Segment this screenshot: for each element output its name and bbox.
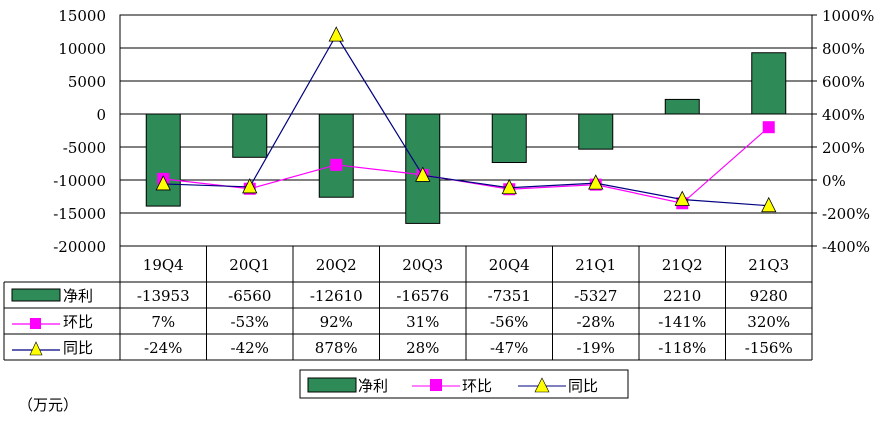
left-tick-label: 5000 [68, 73, 106, 91]
category-label: 21Q3 [748, 256, 789, 274]
bar-21Q3 [751, 52, 787, 115]
marker-环比 [330, 158, 343, 171]
row-label: 净利 [63, 287, 93, 305]
bar-21Q2 [664, 98, 700, 115]
bar-20Q2 [318, 113, 354, 198]
legend-key [307, 377, 357, 393]
data-label: -47% [490, 339, 528, 357]
right-tick-label: -400% [822, 238, 870, 256]
marker-环比 [762, 121, 775, 134]
marker-同比 [155, 175, 171, 191]
data-label: -24% [144, 339, 182, 357]
line-同比 [163, 33, 769, 207]
data-label: -141% [658, 313, 706, 331]
row-label: 环比 [63, 313, 93, 331]
right-tick-label: 200% [822, 139, 865, 157]
category-label: 19Q4 [143, 256, 184, 274]
legend-marker [430, 379, 442, 391]
left-tick-label: -20000 [53, 238, 106, 256]
bar-19Q4 [145, 113, 181, 207]
bar-20Q4 [491, 113, 527, 164]
data-label: -156% [745, 339, 793, 357]
left-tick-label: -5000 [63, 139, 106, 157]
right-tick-label: 0% [822, 172, 846, 190]
right-tick-label: -200% [822, 205, 870, 223]
data-label: 92% [320, 313, 353, 331]
data-label: 9280 [750, 287, 788, 305]
legend-marker [534, 377, 550, 393]
right-tick-label: 1000% [822, 7, 874, 25]
left-tick-label: 15000 [58, 7, 106, 25]
data-label: -42% [231, 339, 269, 357]
right-tick-label: 600% [822, 73, 865, 91]
left-tick-label: 10000 [58, 40, 106, 58]
bar-20Q1 [232, 113, 268, 158]
data-label: -118% [658, 339, 706, 357]
category-label: 20Q2 [316, 256, 357, 274]
plot-area [119, 14, 813, 247]
data-label: -56% [490, 313, 528, 331]
data-label: 320% [747, 313, 790, 331]
data-label: -7351 [488, 287, 531, 305]
marker-同比 [761, 196, 777, 213]
legend-key-净利 [11, 288, 61, 302]
data-label: -53% [231, 313, 269, 331]
left-tick-label: -10000 [53, 172, 106, 190]
unit-label: （万元） [18, 396, 78, 414]
category-label: 21Q2 [662, 256, 703, 274]
marker-同比 [328, 26, 344, 42]
category-label: 20Q1 [229, 256, 270, 274]
data-label: 31% [406, 313, 439, 331]
data-label: -5327 [574, 287, 617, 305]
legend-label: 同比 [568, 377, 598, 395]
marker-同比 [242, 178, 258, 194]
bar-21Q1 [578, 113, 614, 150]
data-label: 878% [315, 339, 358, 357]
category-label: 20Q4 [489, 256, 530, 274]
data-label: -6560 [228, 287, 271, 305]
right-tick-label: 800% [822, 40, 865, 58]
category-label: 20Q3 [402, 256, 443, 274]
legend-marker [30, 318, 41, 329]
legend-marker [29, 341, 43, 356]
data-label: -28% [577, 313, 615, 331]
marker-同比 [674, 190, 690, 206]
legend-label: 环比 [462, 377, 492, 395]
data-label: 7% [151, 313, 175, 331]
marker-同比 [501, 178, 517, 195]
row-label: 同比 [63, 339, 93, 357]
data-label: -16576 [396, 287, 449, 305]
left-tick-label: 0 [96, 106, 106, 124]
data-label: -19% [577, 339, 615, 357]
data-label: 2210 [663, 287, 701, 305]
legend-label: 净利 [358, 377, 388, 395]
left-tick-label: -15000 [53, 205, 106, 223]
data-label: 28% [406, 339, 439, 357]
data-label: -13953 [137, 287, 190, 305]
data-label: -12610 [310, 287, 363, 305]
right-tick-label: 400% [822, 106, 865, 124]
marker-同比 [588, 174, 604, 190]
category-label: 21Q1 [575, 256, 616, 274]
marker-同比 [415, 166, 431, 182]
